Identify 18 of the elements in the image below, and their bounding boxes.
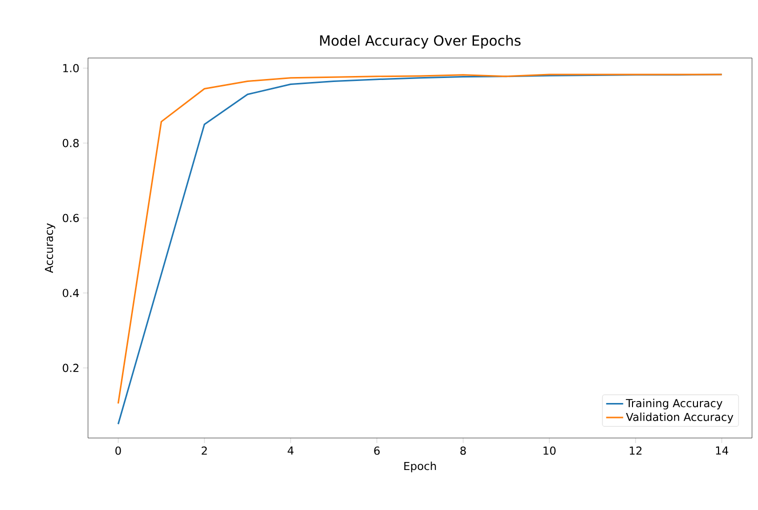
- legend-label: Validation Accuracy: [626, 412, 734, 424]
- y-tick-label: 0.8: [62, 138, 79, 148]
- y-tick-label: 1.0: [63, 64, 79, 72]
- chart-title: Model Accuracy Over Epochs: [320, 35, 521, 49]
- legend-label: Training Accuracy: [626, 398, 722, 410]
- x-tick-label: 6: [374, 446, 380, 455]
- y-tick-label: 0.6: [62, 214, 79, 222]
- y-tick-label: 0.4: [62, 288, 79, 298]
- y-tick-label: 0.2: [62, 364, 78, 372]
- x-tick-label: 8: [460, 446, 466, 455]
- x-tick-label: 14: [716, 446, 728, 455]
- y-axis-title: Accuracy: [44, 223, 56, 273]
- x-tick-label: 2: [202, 446, 207, 455]
- x-tick-label: 4: [288, 446, 294, 455]
- x-tick-label: 0: [115, 446, 121, 455]
- x-tick-label: 10: [544, 446, 556, 455]
- x-tick-label: 12: [630, 446, 642, 455]
- x-axis-title: Epoch: [404, 462, 436, 472]
